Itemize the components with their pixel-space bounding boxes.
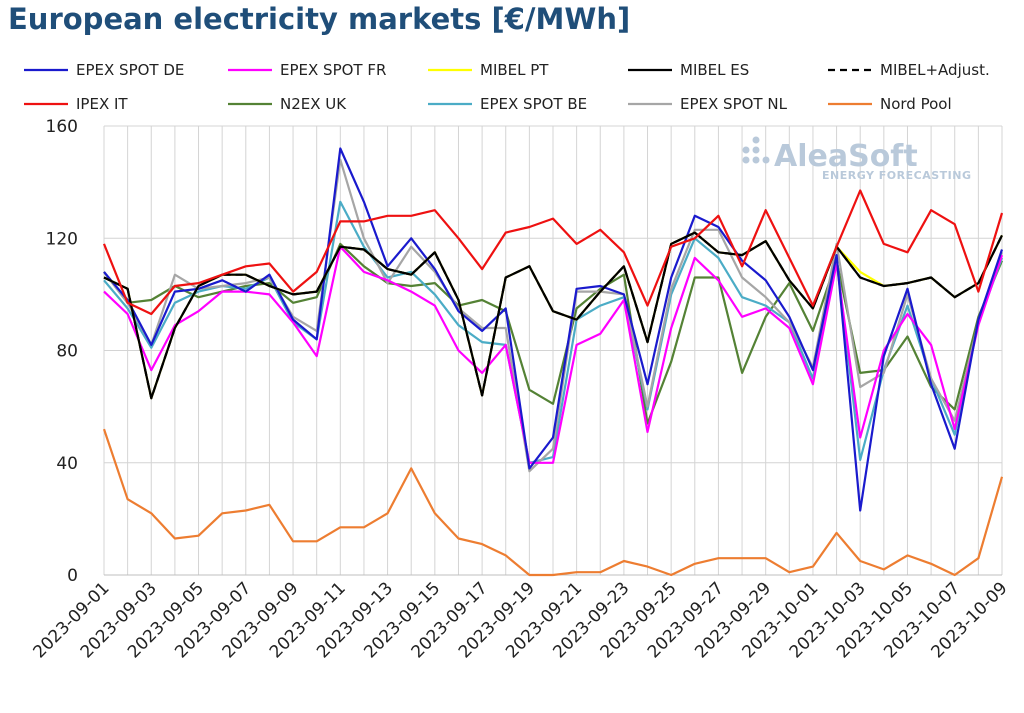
y-tick-label: 0 <box>67 566 78 586</box>
legend-label: EPEX SPOT FR <box>280 61 386 79</box>
y-tick-label: 80 <box>56 342 78 362</box>
logo-dot-icon <box>762 156 770 164</box>
series-lines <box>102 147 1004 577</box>
legend-label: MIBEL PT <box>480 61 549 79</box>
series-line-epex-spot-fr <box>103 245 1004 464</box>
series-line-epex-spot-de <box>103 147 1004 512</box>
series-line-epex-spot-nl <box>103 158 1004 473</box>
y-tick-label: 160 <box>46 117 78 137</box>
y-tick-label: 120 <box>46 229 78 249</box>
y-tick-label: 40 <box>56 454 78 474</box>
watermark-brand: AleaSoft <box>774 139 918 174</box>
legend-label: EPEX SPOT BE <box>480 95 587 113</box>
legend-label: EPEX SPOT NL <box>680 95 788 113</box>
watermark-tagline: ENERGY FORECASTING <box>822 169 971 182</box>
legend: EPEX SPOT DE EPEX SPOT FR MIBEL PT MIBEL ES… <box>24 61 990 113</box>
logo-dot-icon <box>752 156 760 164</box>
logo-dot-icon <box>742 156 750 164</box>
series-line-ipex-it <box>102 189 1004 316</box>
logo-dot-icon <box>742 146 750 154</box>
aleasoft-watermark: AleaSoft ENERGY FORECASTING <box>742 136 971 182</box>
legend-label: Nord Pool <box>880 95 952 113</box>
legend-label: IPEX IT <box>76 95 128 113</box>
legend-label: MIBEL ES <box>680 61 749 79</box>
series-line-mibel-adjust- <box>103 231 1003 400</box>
series-line-nord-pool <box>102 428 1004 577</box>
legend-label: MIBEL+Adjust. <box>880 61 990 79</box>
logo-dot-icon <box>752 136 760 144</box>
legend-label: EPEX SPOT DE <box>76 61 184 79</box>
logo-dot-icon <box>752 146 760 154</box>
legend-label: N2EX UK <box>280 95 347 113</box>
chart-title: European electricity markets [€/MWh] <box>8 2 631 36</box>
grid-lines <box>103 125 1003 576</box>
